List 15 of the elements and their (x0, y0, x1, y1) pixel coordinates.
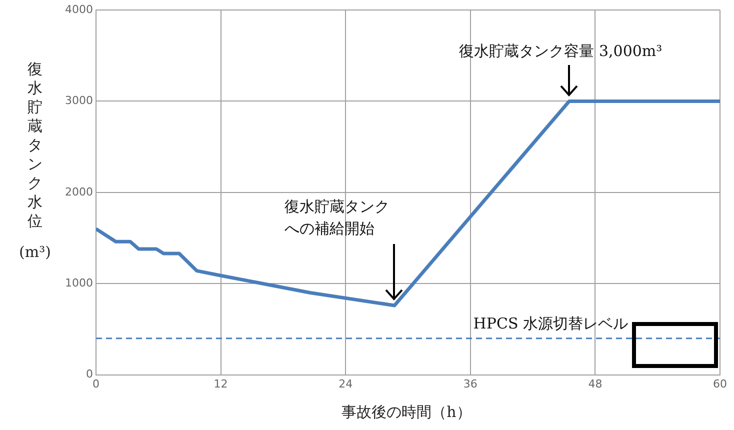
text: 復水貯蔵タンク水位(m³) (19, 60, 51, 261)
x-tick-label: 12 (214, 377, 228, 390)
x-tick-label: 36 (463, 377, 478, 390)
ref-line-label: HPCS 水源切替レベル (473, 314, 628, 333)
x-tick-label: 48 (588, 377, 602, 390)
x-axis-title: 事故後の時間（h） (340, 403, 472, 422)
x-tick-label: 60 (713, 377, 727, 390)
y-tick-label: 2000 (64, 185, 93, 198)
y-tick-label: 4000 (64, 2, 93, 16)
y-tick-label: 1000 (64, 276, 93, 290)
y-tick-label: 0 (86, 368, 93, 381)
x-tick-label: 24 (338, 377, 353, 390)
annotation: 復水貯蔵タンク容量 3,000m³ (459, 42, 662, 60)
annotation: 復水貯蔵タンクへの補給開始 (284, 197, 390, 238)
y-tick-label: 3000 (64, 94, 93, 108)
